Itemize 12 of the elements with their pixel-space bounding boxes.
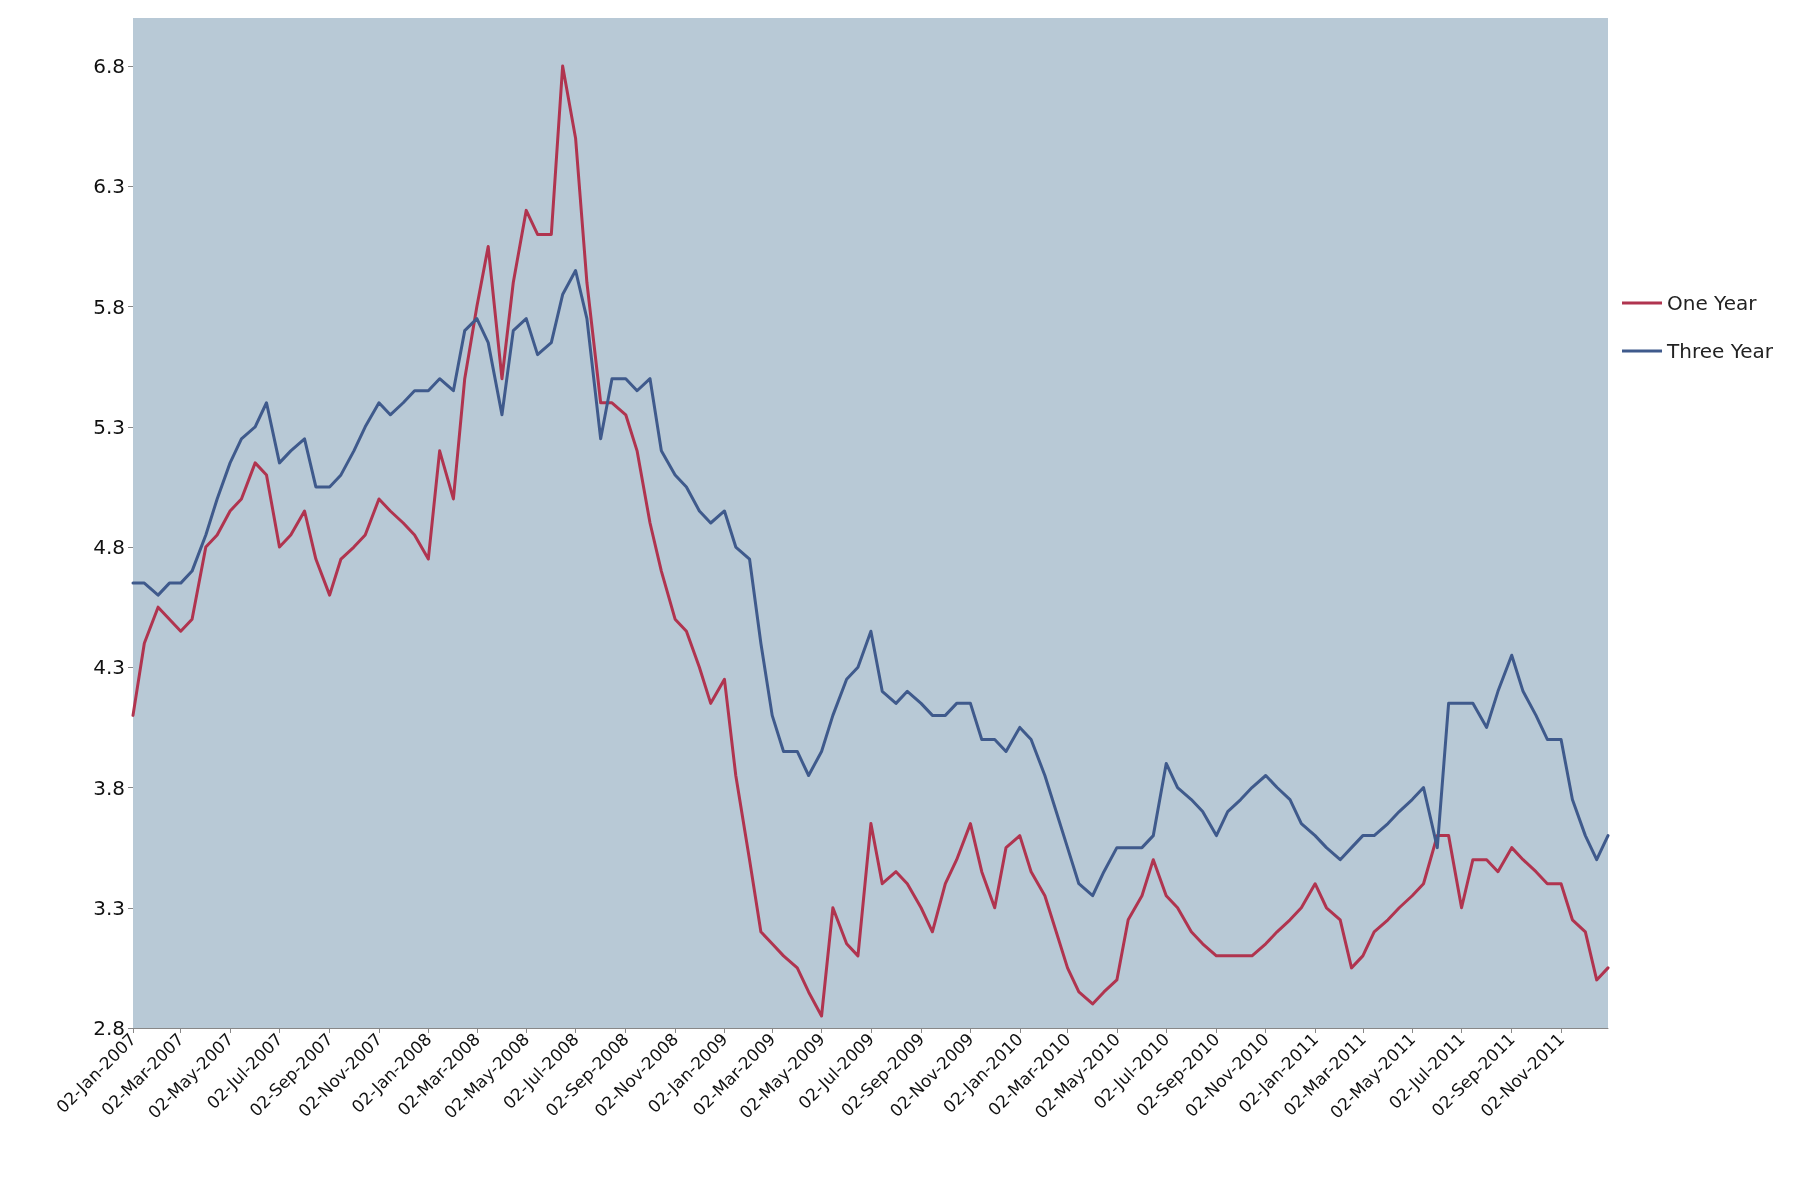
y-tick-label: 4.8 [93,535,125,560]
y-tick-label: 6.3 [93,174,125,199]
y-tick-label: 3.3 [93,895,125,920]
line-series [131,269,1610,898]
y-tick-label: 6.8 [93,54,125,79]
line-series [131,64,1610,1018]
y-tick-label: 4.3 [93,655,125,680]
y-tick-label: 5.3 [93,414,125,439]
y-tick-label: 5.8 [93,294,125,319]
y-tick-label: 3.8 [93,775,125,800]
legend-label: Three Year [1666,339,1774,363]
legend-label: One Year [1667,291,1758,315]
